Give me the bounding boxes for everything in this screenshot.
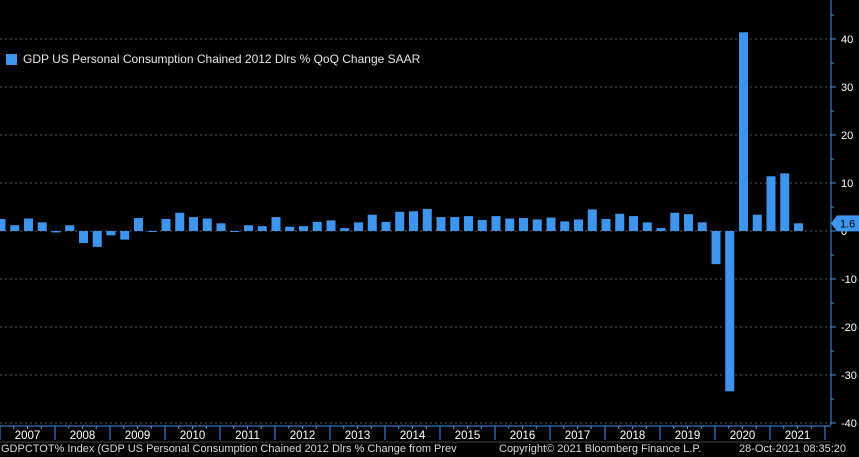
- bar: [65, 225, 75, 231]
- x-year-label: 2020: [730, 430, 756, 442]
- bar: [601, 219, 611, 231]
- bar: [560, 221, 570, 231]
- last-value-label: 1.6: [840, 218, 855, 230]
- bar: [491, 216, 501, 231]
- bar: [120, 231, 130, 240]
- bar: [450, 217, 460, 231]
- bar: [395, 211, 405, 231]
- y-tick-label: -40: [841, 418, 857, 430]
- y-tick-label: 30: [841, 82, 853, 94]
- x-year-label: 2009: [125, 430, 151, 442]
- x-year-label: 2021: [785, 430, 811, 442]
- y-tick-label: 0: [841, 226, 847, 238]
- bar: [175, 212, 185, 231]
- bar: [326, 220, 336, 231]
- bar-series: [0, 32, 803, 392]
- bar: [106, 231, 116, 236]
- bar: [629, 216, 638, 231]
- bar: [532, 219, 542, 231]
- bar: [615, 213, 625, 231]
- bar: [244, 225, 253, 231]
- legend: GDP US Personal Consumption Chained 2012…: [6, 52, 420, 66]
- bar: [354, 222, 363, 231]
- bar: [161, 219, 171, 231]
- bar: [271, 217, 281, 231]
- bar: [230, 231, 240, 232]
- bar: [574, 219, 583, 231]
- bar: [189, 217, 198, 231]
- y-tick-label: -20: [841, 322, 857, 334]
- bar: [656, 228, 666, 231]
- x-year-label: 2011: [235, 430, 260, 442]
- y-tick-label: 10: [841, 178, 853, 190]
- bar: [436, 217, 446, 231]
- y-tick-label: 40: [841, 34, 853, 46]
- x-axis: 2007 2008 2009 2010 2011 2012 2013 2014 2015 2016…: [0, 425, 831, 443]
- bar: [464, 216, 473, 231]
- bar: [739, 32, 748, 231]
- x-year-label: 2013: [345, 430, 371, 442]
- bar: [37, 222, 47, 231]
- x-year-label: 2010: [180, 430, 206, 442]
- bar: [79, 231, 88, 243]
- footer-copyright: Copyright© 2021 Bloomberg Finance L.P.: [499, 443, 702, 455]
- x-year-label: 2008: [70, 430, 96, 442]
- x-year-label: 2015: [455, 430, 481, 442]
- bar: [752, 214, 762, 231]
- bar: [92, 231, 102, 247]
- bar: [381, 221, 391, 231]
- x-year-label: 2019: [675, 430, 701, 442]
- bar: [670, 212, 680, 231]
- bar: [299, 226, 308, 231]
- x-year-label: 2016: [510, 430, 536, 442]
- bar: [10, 225, 20, 231]
- x-year-label: 2018: [620, 430, 646, 442]
- x-year-label: 2007: [15, 430, 41, 442]
- bar: [285, 226, 295, 231]
- footer-index-description: GDPCTOT% Index (GDP US Personal Consumpt…: [1, 443, 457, 455]
- footer: GDPCTOT% Index (GDP US Personal Consumpt…: [0, 443, 859, 457]
- bar: [202, 218, 212, 231]
- last-value-marker: [831, 215, 859, 232]
- bar: [51, 231, 61, 233]
- bar: [0, 219, 6, 231]
- x-year-label: 2017: [565, 430, 591, 442]
- footer-timestamp: 28-Oct-2021 08:35:20: [739, 443, 847, 455]
- bar: [134, 218, 143, 231]
- x-year-label: 2014: [400, 430, 426, 442]
- y-tick-label: -30: [841, 370, 857, 382]
- bar: [340, 228, 350, 231]
- bar: [546, 217, 556, 231]
- bar: [519, 218, 528, 231]
- bar: [24, 218, 33, 231]
- bar: [697, 222, 707, 231]
- y-tick-label: 20: [841, 130, 853, 142]
- bar: [766, 176, 776, 231]
- legend-swatch: [6, 53, 17, 65]
- bar: [794, 223, 803, 231]
- legend-label: GDP US Personal Consumption Chained 2012…: [23, 52, 421, 66]
- bar: [587, 209, 597, 231]
- y-tick-label: -10: [841, 274, 857, 286]
- bar: [409, 211, 418, 231]
- bar: [642, 222, 652, 231]
- bar: [422, 208, 432, 231]
- bar: [505, 218, 515, 231]
- bar: [257, 226, 267, 231]
- bar: [147, 231, 157, 232]
- bar: [684, 214, 693, 231]
- bar: [216, 223, 226, 231]
- x-year-label: 2012: [290, 430, 316, 442]
- y-axis: 40 30 20 10 0 -10 -20 -30 -40 1.6: [830, 0, 859, 430]
- bar: [725, 231, 735, 392]
- bar: [367, 214, 377, 231]
- bar: [711, 231, 721, 265]
- bar: [780, 173, 790, 231]
- bar: [312, 221, 322, 231]
- bar: [477, 219, 487, 231]
